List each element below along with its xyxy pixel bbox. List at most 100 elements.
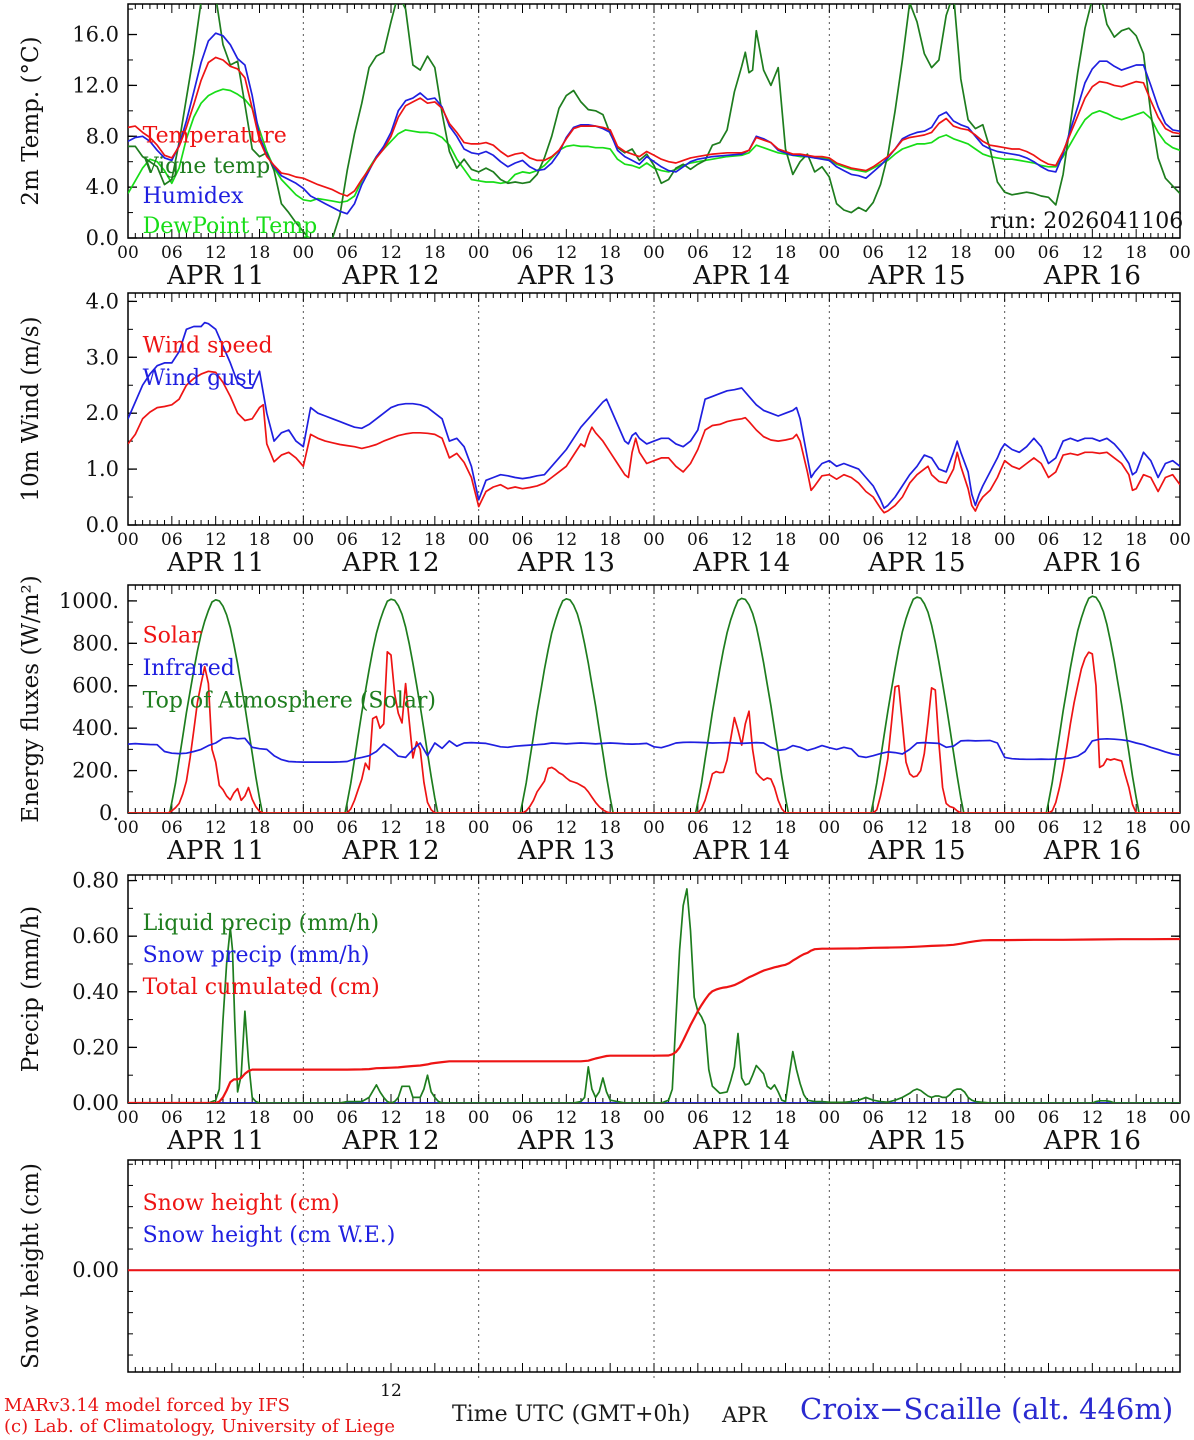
hour-tick-label: 00 (643, 530, 665, 550)
hour-tick-label: 12 (1082, 243, 1104, 263)
hour-tick-label: 00 (1169, 530, 1191, 550)
hour-tick-label: 12 (380, 1108, 402, 1128)
hour-tick-label: 18 (950, 818, 972, 838)
series-dewpoint-temp (128, 88, 1180, 204)
hour-tick-label: 00 (643, 1108, 665, 1128)
hour-tick-label: 18 (599, 530, 621, 550)
series-humidex (128, 32, 1180, 215)
hour-tick-label: 06 (687, 530, 709, 550)
hour-tick-label: 18 (775, 530, 797, 550)
hour-tick-label: 00 (293, 243, 315, 263)
hour-tick-label: 06 (1038, 818, 1060, 838)
series-wind-gust (128, 321, 1180, 510)
hour-tick-label: 12 (731, 818, 753, 838)
hour-tick-label: 12 (556, 530, 578, 550)
hour-tick-label: 00 (468, 530, 490, 550)
hour-tick-label: 00 (994, 530, 1016, 550)
hour-tick-label: 12 (380, 818, 402, 838)
y-tick-label: 0.00 (72, 1258, 119, 1282)
hour-tick-label: 00 (117, 530, 139, 550)
day-label: APR 15 (867, 548, 965, 578)
y-tick-label: 600. (72, 674, 119, 698)
legend-top-of-atmosphere-solar-: Top of Atmosphere (Solar) (143, 689, 436, 714)
day-label: APR 13 (517, 836, 615, 866)
hour-tick-label: 12 (731, 243, 753, 263)
hour-tick-label: 18 (424, 1108, 446, 1128)
hour-tick-label: 00 (1169, 818, 1191, 838)
hour-tick-label: 00 (293, 530, 315, 550)
day-label: APR 15 (867, 836, 965, 866)
hour-tick-label: 12 (906, 530, 928, 550)
hour-tick-label: 06 (512, 818, 534, 838)
y-tick-label: 0.0 (86, 513, 119, 537)
day-label: APR 15 (867, 261, 965, 291)
hour-tick-label: 12 (731, 530, 753, 550)
day-label: APR 13 (517, 548, 615, 578)
hour-tick-label: 12 (906, 1108, 928, 1128)
hour-tick-label: 06 (161, 1108, 183, 1128)
day-label: APR 14 (692, 836, 790, 866)
hour-tick-label: 12 (205, 530, 227, 550)
series-vigne-temp (128, 4, 1180, 238)
y-tick-label: 4.0 (86, 289, 119, 313)
y-axis-title: 2m Temp. (°C) (18, 36, 44, 205)
hour-tick-label: 18 (599, 1108, 621, 1128)
y-tick-label: 0.0 (86, 226, 119, 250)
y-tick-label: 200. (72, 759, 119, 783)
hour-tick-label: 06 (1038, 530, 1060, 550)
hour-tick-label: 00 (643, 243, 665, 263)
hour-tick-label: 06 (161, 818, 183, 838)
legend-vigne-temp: Vigne temp (142, 154, 271, 179)
legend-temperature: Temperature (143, 124, 287, 149)
hour-tick-label: 06 (687, 243, 709, 263)
hour-tick-label: 00 (468, 818, 490, 838)
y-axis-title: 10m Wind (m/s) (18, 316, 44, 501)
hour-tick-label: 18 (775, 243, 797, 263)
y-tick-label: 4.0 (86, 175, 119, 199)
hour-tick-label: 00 (994, 1108, 1016, 1128)
legend-snow-height-cm-: Snow height (cm) (143, 1191, 340, 1216)
y-axis-title: Energy fluxes (W/m²) (18, 575, 44, 822)
hour-tick-label: 00 (819, 818, 841, 838)
hour-tick-label: 00 (293, 1108, 315, 1128)
hour-tick-label: 12 (380, 243, 402, 263)
model-credit-line-1: MARv3.14 model forced by IFS (4, 1395, 290, 1416)
day-label: APR 16 (1043, 836, 1141, 866)
y-tick-label: 2.0 (86, 401, 119, 425)
legend-wind-gust: Wind gust (143, 366, 256, 391)
day-label: APR 12 (341, 1126, 439, 1156)
legend-humidex: Humidex (143, 184, 244, 209)
hour-tick-label: 18 (775, 818, 797, 838)
y-tick-label: 0.80 (72, 869, 119, 893)
y-tick-label: 1000. (59, 589, 119, 613)
legend-run-2026041106: run: 2026041106 (990, 209, 1183, 234)
hour-tick-label: 18 (950, 1108, 972, 1128)
day-label: APR 13 (517, 261, 615, 291)
hour-tick-label: 00 (293, 818, 315, 838)
hour-tick-label: 18 (424, 243, 446, 263)
hour-tick-label: 06 (161, 530, 183, 550)
hour-tick-label: 18 (249, 818, 271, 838)
hour-tick-label: 06 (862, 530, 884, 550)
day-label: APR 15 (867, 1126, 965, 1156)
panel-energy: 0. 200. 400. 600. 800. 1000. Energy fluxes (W/… (18, 575, 1191, 866)
hour-tick-label: 06 (336, 530, 358, 550)
hour-tick-label: 06 (862, 243, 884, 263)
series-wind-speed (128, 370, 1180, 514)
hour-tick-label: 12 (556, 818, 578, 838)
hour-tick-label: 18 (775, 1108, 797, 1128)
hour-tick-label: 06 (512, 1108, 534, 1128)
y-axis-title: Precip (mm/h) (18, 906, 44, 1072)
hour-tick-label: 06 (1038, 243, 1060, 263)
day-label: APR 14 (692, 1126, 790, 1156)
hour-tick-label: 18 (1125, 530, 1147, 550)
hour-tick-label: 06 (1038, 1108, 1060, 1128)
day-label: APR 11 (166, 836, 264, 866)
hour-tick-label: 00 (819, 243, 841, 263)
hour-tick-label: 00 (994, 818, 1016, 838)
hour-tick-label: 18 (249, 243, 271, 263)
hour-tick-label: 06 (687, 1108, 709, 1128)
panel-precip: 0.00 0.20 0.40 0.60 0.80 Precip (mm/h) 00 06 12 1… (18, 869, 1191, 1156)
hour-tick-label: 00 (468, 243, 490, 263)
hour-tick-label: 06 (336, 818, 358, 838)
